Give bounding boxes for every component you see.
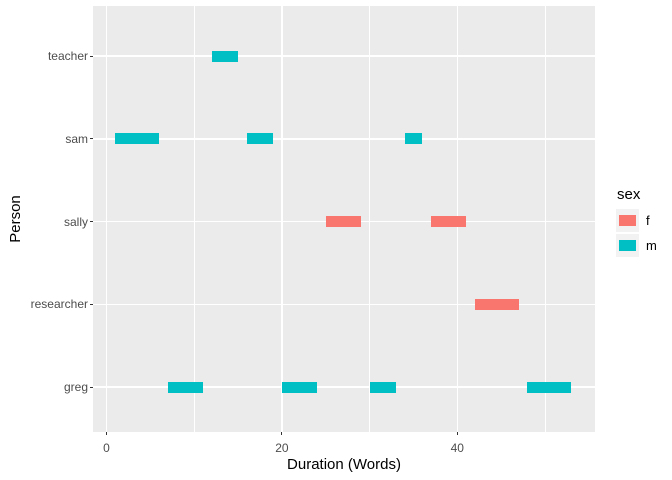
x-axis-tick-40 [456, 432, 458, 435]
segment-sam-1 [115, 133, 160, 145]
minor-gridline-x30 [369, 6, 371, 432]
y-axis-tick-researcher [90, 303, 93, 305]
x-axis-tick-20 [281, 432, 283, 435]
segment-greg-7 [167, 381, 203, 393]
segment-sally-25 [325, 216, 361, 227]
y-axis-tick-sam [90, 138, 93, 140]
segment-teacher-12 [211, 50, 239, 62]
major-gridline-researcher [93, 303, 595, 305]
segment-greg-48 [527, 381, 572, 393]
minor-gridline-x50 [544, 6, 546, 432]
legend-title: sex [617, 186, 641, 203]
segment-sam-16 [246, 133, 274, 145]
y-tick-label-researcher: researcher [30, 297, 88, 312]
x-tick-label-40: 40 [450, 441, 464, 455]
segment-researcher-42 [474, 298, 519, 310]
segment-sam-34 [404, 133, 423, 145]
x-tick-label-0: 0 [103, 441, 110, 455]
segment-sally-37 [430, 216, 467, 227]
legend-key-m [616, 234, 639, 257]
minor-gridline-x10 [193, 6, 195, 432]
major-gridline-x0 [105, 6, 108, 432]
y-tick-label-sam: sam [65, 131, 88, 146]
major-gridline-sam [93, 138, 595, 140]
x-tick-label-20: 20 [275, 441, 289, 455]
legend-swatch-f [619, 215, 636, 226]
legend-label-f: f [646, 213, 650, 228]
y-axis-tick-sally [90, 221, 93, 222]
y-tick-label-sally: sally [63, 214, 88, 229]
y-tick-label-teacher: teacher [47, 49, 88, 63]
x-axis-tick-0 [106, 432, 107, 435]
plot-panel [93, 6, 595, 432]
y-tick-label-greg: greg [63, 380, 88, 394]
segment-greg-20 [281, 381, 317, 393]
legend-swatch-m [619, 240, 636, 251]
x-axis-title: Duration (Words) [287, 456, 401, 473]
y-axis-tick-greg [90, 386, 93, 388]
y-axis-tick-teacher [90, 55, 93, 57]
major-gridline-x20 [281, 6, 283, 432]
legend-label-m: m [646, 238, 657, 253]
major-gridline-greg [93, 386, 595, 388]
segment-greg-30 [369, 381, 396, 393]
major-gridline-teacher [93, 55, 595, 57]
legend-key-f [616, 209, 639, 232]
